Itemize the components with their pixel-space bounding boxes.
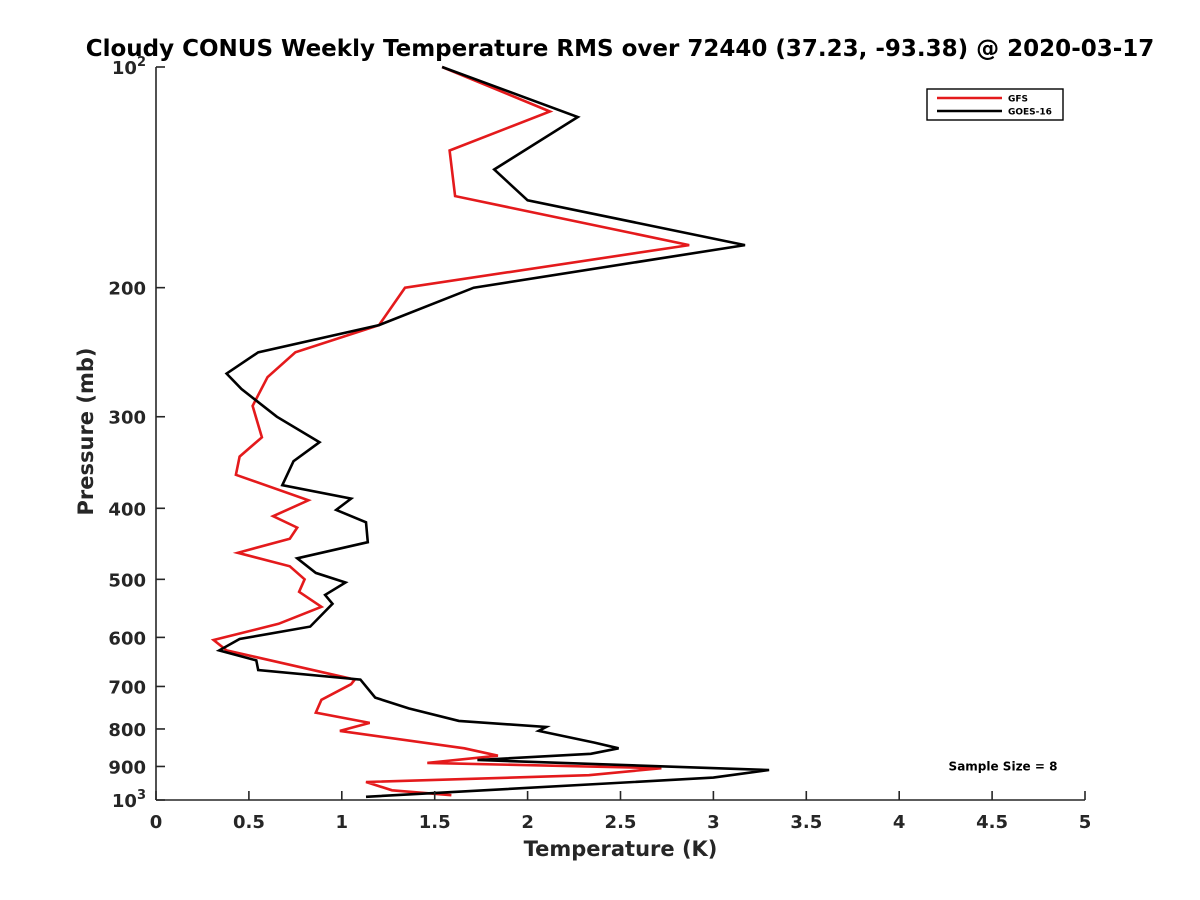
x-tick-label: 2.5: [605, 812, 637, 833]
y-tick-label: 300: [108, 408, 146, 429]
y-tick-label: 900: [108, 757, 146, 778]
x-tick-label: 5: [1079, 812, 1092, 833]
legend[interactable]: GFS GOES-16: [926, 88, 1064, 121]
x-tick-label: 1: [336, 812, 349, 833]
plot-background: [156, 67, 1085, 800]
series-line-goes-16: [215, 65, 770, 799]
x-tick-label: 2: [521, 812, 534, 833]
y-tick-label: 600: [108, 628, 146, 649]
y-tick-label: 102: [112, 55, 146, 79]
x-tick-label: 4.5: [976, 812, 1008, 833]
y-tick-label: 103: [112, 788, 146, 812]
chart-title: Cloudy CONUS Weekly Temperature RMS over…: [86, 36, 1155, 62]
plot-area: 0 0.5 1 1.5 2 2.5 3 3.5 4 4.5 5 102 200 300 400 500 600 7…: [108, 55, 1091, 833]
y-tick-label: 200: [108, 279, 146, 300]
x-tick-label: 3: [707, 812, 720, 833]
y-tick-label: 400: [108, 499, 146, 520]
sample-size-annotation: Sample Size = 8: [949, 759, 1058, 773]
y-axis-label: Pressure (mb): [74, 348, 98, 516]
legend-label-goes-16: GOES-16: [1008, 108, 1052, 118]
x-tick-label: 1.5: [419, 812, 451, 833]
legend-label-gfs: GFS: [1008, 95, 1028, 105]
x-axis-label: Temperature (K): [524, 837, 718, 861]
x-tick-label: 0: [150, 812, 163, 833]
x-tick-label: 4: [893, 812, 906, 833]
y-tick-label: 800: [108, 720, 146, 741]
legend-box: [926, 88, 1064, 121]
axis-layer: 0 0.5 1 1.5 2 2.5 3 3.5 4 4.5 5 102 200 300 400 500 600 7…: [108, 55, 1091, 833]
series-line-gfs: [210, 65, 690, 797]
y-tick-label: 700: [108, 677, 146, 698]
x-tick-label: 3.5: [790, 812, 822, 833]
series-layer: [210, 65, 770, 799]
x-tick-label: 0.5: [233, 812, 265, 833]
y-tick-label: 500: [108, 570, 146, 591]
